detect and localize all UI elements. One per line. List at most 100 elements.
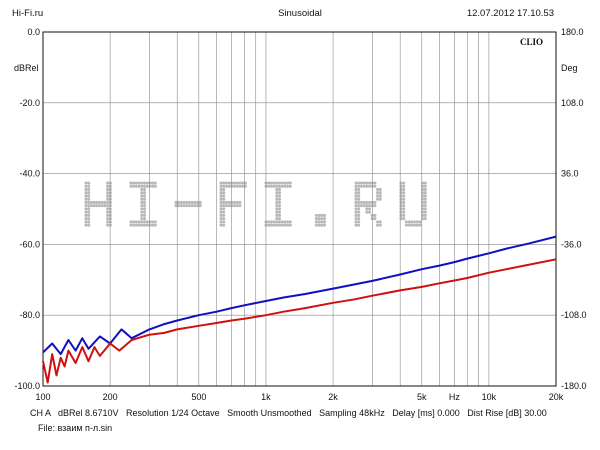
watermark-dot	[280, 223, 284, 227]
watermark-dot	[277, 210, 282, 214]
watermark-dot	[190, 204, 194, 208]
watermark-dot	[89, 204, 93, 208]
watermark-dot	[106, 194, 110, 198]
watermark-dot	[132, 181, 136, 185]
watermark-dot	[222, 217, 226, 221]
watermark-dot	[378, 194, 382, 198]
x-unit-label: Hz	[449, 392, 460, 402]
watermark-dot	[365, 181, 369, 185]
watermark-dot	[148, 220, 152, 224]
watermark-dot	[288, 181, 292, 185]
watermark-dot	[238, 181, 242, 185]
y2-tick-label: 108.0	[561, 98, 584, 108]
grid-layer	[43, 32, 556, 386]
watermark-dot	[354, 217, 358, 221]
watermark-dot	[277, 194, 282, 198]
watermark-dot	[177, 204, 181, 208]
watermark-dot	[148, 181, 152, 185]
watermark-dot	[230, 204, 234, 208]
watermark-dot	[275, 217, 279, 221]
watermark-dot	[402, 200, 406, 204]
plot-frame	[42, 31, 557, 387]
y2-axis-label: Deg	[561, 63, 578, 73]
watermark-dot	[134, 184, 138, 188]
watermark-dot	[367, 210, 372, 214]
watermark-dot	[132, 184, 136, 188]
y-tick-label: -80.0	[19, 310, 40, 320]
watermark-dot	[84, 194, 88, 198]
watermark-dot	[182, 200, 186, 204]
watermark-dot	[317, 217, 321, 221]
watermark-dot	[412, 223, 417, 227]
x-tick-label: 20k	[549, 392, 564, 402]
watermark-dot	[286, 184, 290, 188]
watermark-dot	[230, 200, 234, 204]
watermark-dot	[153, 181, 157, 185]
watermark-dot	[322, 213, 327, 217]
watermark-dot	[357, 191, 361, 195]
watermark-dot	[187, 200, 192, 204]
watermark-dot	[87, 187, 91, 192]
watermark-dot	[219, 213, 223, 217]
watermark-dot	[376, 223, 380, 227]
watermark-dot	[106, 207, 110, 211]
watermark-dot	[423, 197, 427, 201]
watermark-dot	[354, 213, 358, 217]
watermark-dot	[106, 181, 110, 185]
watermark-dot	[362, 181, 366, 185]
watermark-dot	[404, 220, 408, 224]
watermark-dot	[423, 184, 427, 188]
watermark-dot	[140, 204, 144, 208]
watermark-dot	[153, 223, 157, 227]
watermark-dot	[373, 217, 377, 221]
watermark-dot	[87, 181, 91, 185]
watermark-dot	[402, 207, 406, 211]
watermark-dot	[137, 223, 141, 227]
watermark-dot	[142, 220, 147, 224]
watermark-dot	[232, 181, 237, 185]
watermark-dot	[286, 220, 290, 224]
watermark-dot	[423, 213, 427, 217]
watermark-dot	[322, 220, 327, 224]
watermark-dot	[402, 217, 406, 221]
watermark-dot	[365, 210, 369, 214]
watermark-dot	[357, 197, 361, 201]
watermark-dot	[87, 194, 91, 198]
y-axis-label: dBRel	[14, 63, 39, 73]
file-name: File: взаим п-л.sin	[38, 423, 113, 433]
watermark-dot	[402, 181, 406, 185]
watermark-dot	[402, 204, 406, 208]
watermark-dot	[373, 213, 377, 217]
watermark-dot	[219, 187, 223, 192]
watermark-dot	[84, 181, 88, 185]
watermark-dot	[219, 210, 223, 214]
watermark-dot	[354, 194, 358, 198]
watermark-dot	[153, 184, 157, 188]
watermark-dot	[222, 207, 226, 211]
y-tick-label: -60.0	[19, 239, 40, 249]
y-tick-label: -100.0	[14, 381, 40, 391]
watermark-dot	[92, 200, 96, 204]
watermark-dot	[423, 210, 427, 214]
watermark-dot	[365, 204, 369, 208]
watermark-dot	[373, 184, 377, 188]
watermark-dot	[378, 191, 382, 195]
watermark-dot	[418, 220, 422, 224]
watermark-dot	[140, 184, 144, 188]
watermark-dot	[269, 223, 273, 227]
watermark-dot	[97, 200, 102, 204]
x-tick-label: 10k	[482, 392, 497, 402]
watermark-dot	[106, 197, 110, 201]
watermark-dot	[412, 220, 417, 224]
watermark-dot	[354, 223, 358, 227]
watermark-dot	[275, 197, 279, 201]
watermark-dot	[87, 207, 91, 211]
watermark-dot	[272, 184, 276, 188]
watermark-dot	[357, 200, 361, 204]
watermark-dot	[367, 184, 372, 188]
watermark-dot	[84, 220, 88, 224]
watermark-dot	[232, 184, 237, 188]
watermark-dot	[354, 204, 358, 208]
watermark-dot	[277, 191, 282, 195]
watermark-dot	[241, 184, 245, 188]
